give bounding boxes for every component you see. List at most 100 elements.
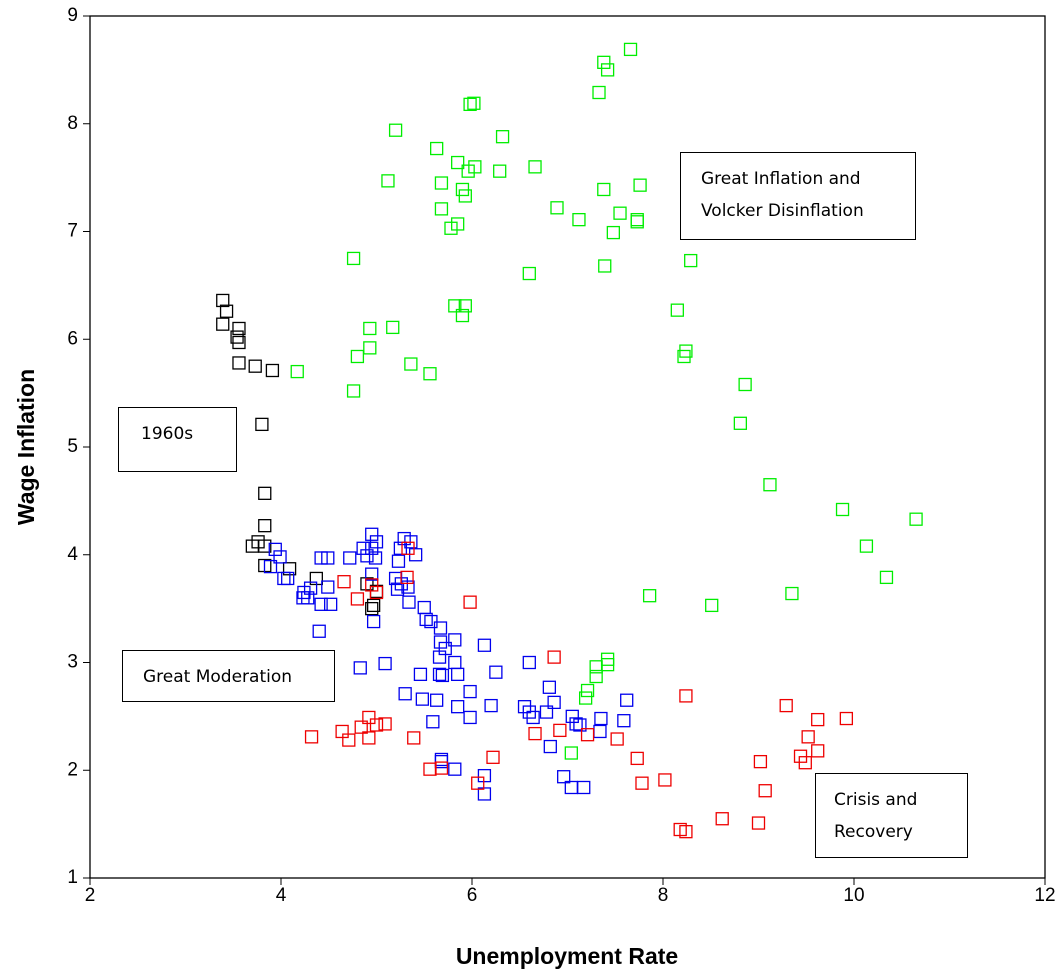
point — [557, 770, 571, 784]
point — [369, 718, 384, 732]
point — [565, 709, 579, 724]
point — [543, 739, 557, 754]
point — [461, 164, 475, 178]
point — [433, 621, 448, 635]
point — [451, 217, 465, 231]
point — [378, 717, 392, 731]
y-tick-label: 8 — [67, 113, 78, 134]
point — [366, 598, 381, 613]
point — [569, 717, 583, 731]
point — [758, 784, 772, 798]
point — [467, 96, 481, 110]
annotation: 1960s — [118, 407, 237, 472]
point — [679, 825, 693, 839]
point — [598, 259, 612, 273]
point — [432, 667, 447, 682]
point — [216, 293, 230, 308]
x-tick-label: 2 — [85, 885, 96, 906]
point — [623, 42, 638, 57]
point — [580, 683, 595, 698]
point — [337, 575, 351, 589]
point — [542, 680, 557, 694]
point — [430, 693, 444, 707]
point — [578, 691, 593, 705]
point — [290, 364, 304, 379]
point — [633, 178, 647, 192]
point — [451, 667, 465, 682]
point — [417, 600, 431, 615]
point — [589, 660, 603, 674]
point — [677, 349, 691, 364]
point — [268, 542, 282, 557]
point — [232, 335, 246, 350]
point — [346, 251, 361, 266]
point — [630, 215, 644, 229]
point — [733, 416, 748, 430]
point — [265, 363, 280, 378]
point — [401, 580, 415, 594]
point — [354, 720, 368, 734]
point — [397, 531, 411, 546]
point — [301, 591, 315, 605]
y-tick-label: 9 — [67, 5, 78, 26]
point — [360, 549, 374, 563]
point — [463, 684, 477, 699]
point — [679, 689, 693, 703]
point — [365, 567, 379, 581]
point — [522, 266, 536, 281]
point — [444, 221, 458, 235]
point — [365, 601, 379, 616]
point — [522, 655, 536, 670]
point — [386, 320, 400, 335]
x-axis-title: Unemployment Rate — [456, 943, 678, 969]
point — [658, 773, 672, 787]
point — [404, 357, 418, 371]
point — [321, 551, 335, 565]
point — [350, 592, 365, 606]
point — [219, 304, 234, 318]
point — [388, 123, 403, 137]
point — [342, 733, 356, 747]
point — [423, 762, 437, 776]
point — [594, 711, 608, 726]
point — [368, 551, 383, 565]
point — [909, 512, 923, 526]
point — [642, 589, 657, 603]
point — [785, 586, 799, 601]
annotation: Crisis and Recovery — [815, 773, 968, 858]
point — [415, 692, 429, 706]
x-tick-label: 6 — [467, 885, 478, 906]
point — [423, 367, 437, 381]
point — [324, 597, 338, 611]
point — [304, 730, 319, 744]
point — [600, 63, 615, 77]
point — [468, 160, 482, 174]
point — [670, 303, 684, 317]
point — [477, 787, 492, 801]
point — [489, 665, 503, 679]
y-tick-label: 3 — [67, 652, 78, 673]
y-tick-label: 6 — [67, 328, 78, 349]
point — [273, 550, 287, 564]
point — [314, 551, 328, 565]
point — [255, 417, 269, 432]
point — [458, 189, 472, 203]
point — [801, 730, 815, 744]
point — [363, 321, 377, 336]
point — [606, 225, 620, 240]
point — [434, 176, 449, 190]
point — [303, 581, 318, 595]
y-axis-title: Wage Inflation — [13, 369, 39, 525]
point — [258, 519, 272, 533]
point — [335, 724, 349, 739]
point — [539, 705, 554, 719]
point — [312, 624, 326, 638]
point — [879, 570, 894, 585]
y-tick-label: 4 — [67, 544, 78, 565]
point — [580, 728, 595, 742]
point — [402, 595, 416, 609]
point — [610, 732, 624, 746]
y-tick-label: 1 — [67, 867, 78, 888]
point — [407, 731, 421, 745]
